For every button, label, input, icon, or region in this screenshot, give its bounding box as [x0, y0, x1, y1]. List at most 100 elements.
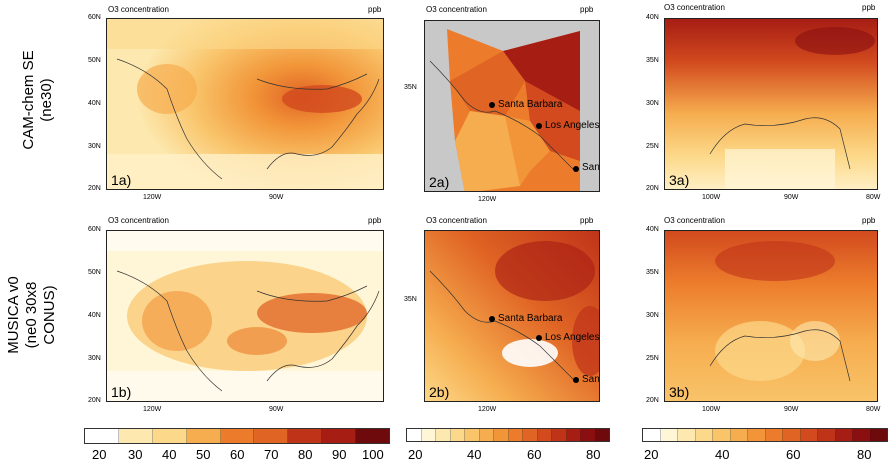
- colorbar-swatch: [678, 429, 696, 441]
- colorbar-swatch: [870, 429, 887, 441]
- colorbar-swatch: [85, 429, 119, 443]
- lat-tick: 35N: [404, 296, 417, 303]
- colorbar-swatch: [581, 429, 596, 441]
- panel-label-3a: 3a): [669, 172, 690, 188]
- ozone-field-1a: [107, 19, 383, 189]
- city-label-los-angeles: Los Angeles: [545, 332, 600, 343]
- map-1b: 1b): [106, 230, 384, 402]
- lat-tick: 20N: [88, 185, 101, 192]
- lon-tick: 100W: [702, 406, 721, 413]
- colorbar-tick-label: 90: [332, 447, 347, 462]
- ozone-field-1b: [107, 231, 383, 401]
- colorbar-swatch: [465, 429, 480, 441]
- colorbar-tick-label: 60: [786, 447, 801, 462]
- colorbar-tick-label: 100: [362, 447, 384, 462]
- colorbar-swatch: [552, 429, 567, 441]
- colorbar-swatch: [713, 429, 731, 441]
- colorbar-swatch: [152, 429, 187, 443]
- panel-label-2a: 2a): [429, 174, 450, 190]
- row-label-top: CAM-chem SE (ne30): [20, 40, 60, 160]
- panel-label-3b: 3b): [669, 384, 690, 400]
- map-2b: 2b) Santa Barbara Los Angeles San Diego: [424, 230, 600, 402]
- colorbar-swatch: [783, 429, 801, 441]
- ozone-field-3a: [665, 19, 877, 189]
- colorbar-right: [642, 428, 888, 442]
- lat-tick: 40N: [88, 312, 101, 319]
- lon-tick: 90W: [269, 194, 284, 201]
- lon-tick: 90W: [269, 406, 284, 413]
- colorbar-swatch: [436, 429, 451, 441]
- colorbar-swatch: [765, 429, 783, 441]
- colorbar-swatch: [537, 429, 552, 441]
- city-label-santa-barbara: Santa Barbara: [498, 313, 563, 324]
- panel-label-1b: 1b): [111, 384, 132, 400]
- panel-unit: ppb: [580, 216, 594, 225]
- map-3b: 3b): [664, 230, 878, 402]
- panel-title: O3 concentration: [664, 3, 725, 12]
- panel-unit: ppb: [368, 216, 382, 225]
- panel-unit: ppb: [580, 5, 594, 14]
- panel-unit: ppb: [862, 3, 876, 12]
- map-3a: 3a): [664, 18, 878, 190]
- colorbar-swatch: [835, 429, 853, 441]
- lat-tick: 50N: [88, 269, 101, 276]
- lon-tick: 120W: [478, 196, 497, 203]
- lat-tick: 30N: [646, 312, 659, 319]
- lat-tick: 35N: [646, 269, 659, 276]
- lat-tick: 35N: [646, 57, 659, 64]
- lat-tick: 35N: [404, 84, 417, 91]
- lon-tick: 120W: [478, 406, 497, 413]
- lat-tick: 60N: [88, 14, 101, 21]
- city-marker-san-diego: [573, 377, 579, 383]
- colorbar-swatch: [748, 429, 766, 441]
- colorbar-swatch: [254, 429, 289, 443]
- colorbar-swatch: [450, 429, 465, 441]
- colorbar-tick-label: 40: [162, 447, 177, 462]
- colorbar-swatch: [643, 429, 661, 441]
- city-label-san-diego: San Diego: [582, 374, 600, 385]
- colorbar-swatch: [220, 429, 255, 443]
- city-marker-los-angeles: [536, 123, 542, 129]
- colorbar-tick-label: 70: [264, 447, 279, 462]
- lat-tick: 40N: [646, 226, 659, 233]
- lat-tick: 30N: [88, 355, 101, 362]
- lat-tick: 50N: [88, 57, 101, 64]
- lat-tick: 25N: [646, 143, 659, 150]
- panel-title: O3 concentration: [664, 216, 725, 225]
- panel-label-1a: 1a): [111, 172, 132, 188]
- map-1a: 1a): [106, 18, 384, 190]
- lat-tick: 25N: [646, 355, 659, 362]
- lat-tick: 20N: [646, 185, 659, 192]
- panel-title: O3 concentration: [108, 216, 169, 225]
- panel-title: O3 concentration: [426, 5, 487, 14]
- colorbar-swatch: [288, 429, 323, 443]
- colorbar-tick-label: 30: [128, 447, 143, 462]
- colorbar-tick-label: 80: [586, 447, 601, 462]
- lon-tick: 90W: [784, 406, 799, 413]
- colorbar-swatch: [566, 429, 581, 441]
- row-label-top-line2: (ne30): [38, 78, 55, 122]
- colorbar-tick-label: 80: [298, 447, 313, 462]
- colorbar-swatch: [118, 429, 153, 443]
- row-label-top-line1: CAM-chem SE: [20, 50, 37, 150]
- lon-tick: 100W: [702, 194, 721, 201]
- panel-title: O3 concentration: [426, 216, 487, 225]
- row-label-bottom-line3: CONUS): [41, 285, 58, 345]
- colorbar-left: [84, 428, 390, 444]
- lon-tick: 80W: [866, 406, 881, 413]
- city-label-los-angeles: Los Angeles: [545, 120, 600, 131]
- colorbar-tick-label: 60: [230, 447, 245, 462]
- colorbar-tick-label: 20: [92, 447, 107, 462]
- panel-title: O3 concentration: [108, 5, 169, 14]
- colorbar-swatch: [523, 429, 538, 441]
- colorbar-tick-label: 50: [196, 447, 211, 462]
- colorbar-tick-label: 80: [857, 447, 872, 462]
- panel-label-2b: 2b): [429, 384, 450, 400]
- colorbar-tick-label: 40: [715, 447, 730, 462]
- colorbar-swatch: [695, 429, 713, 441]
- colorbar-swatch: [595, 429, 609, 441]
- colorbar-swatch: [356, 429, 390, 443]
- lon-tick: 120W: [143, 406, 162, 413]
- colorbar-swatch: [818, 429, 836, 441]
- colorbar-swatch: [322, 429, 357, 443]
